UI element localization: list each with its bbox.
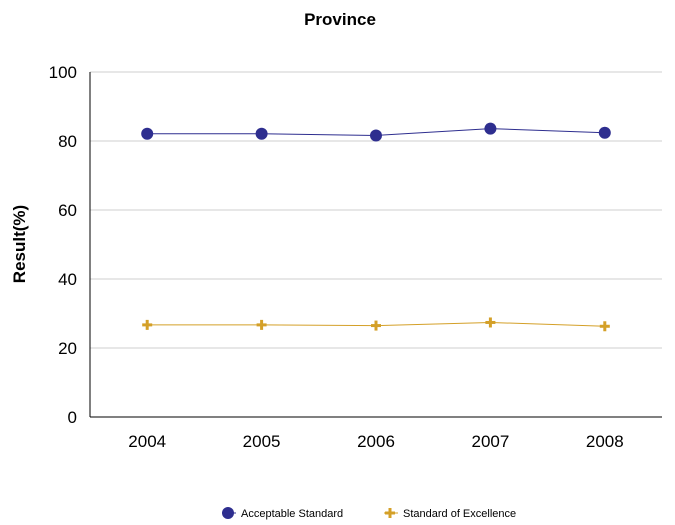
data-point [370, 129, 382, 142]
x-tick-label: 2004 [128, 432, 166, 451]
legend-marker [385, 508, 395, 518]
series-layer [141, 122, 611, 332]
series-0 [141, 122, 611, 142]
legend: Acceptable Standard Standard of Excellenc… [222, 507, 516, 520]
legend-label: Acceptable Standard [241, 508, 343, 520]
x-tick-label: 2006 [357, 432, 395, 451]
y-tick-label: 60 [58, 201, 77, 220]
data-point [142, 319, 153, 330]
series-1 [142, 317, 610, 332]
data-point [484, 122, 497, 135]
legend-item: Acceptable Standard [222, 507, 343, 520]
y-tick-label: 100 [49, 63, 77, 82]
data-point [598, 126, 611, 139]
x-tick-label: 2008 [586, 432, 624, 451]
y-tick-label: 80 [58, 132, 77, 151]
x-tick-labels: 2004 2005 2006 2007 2008 [128, 432, 623, 451]
data-point [599, 321, 610, 332]
chart-title: Province [304, 10, 376, 29]
y-axis-label: Result(%) [10, 205, 29, 283]
legend-label: Standard of Excellence [403, 508, 516, 520]
y-tick-label: 0 [68, 408, 77, 427]
legend-marker [222, 507, 234, 519]
data-point [256, 319, 267, 330]
data-point [141, 127, 154, 140]
legend-item: Standard of Excellence [384, 508, 516, 520]
y-tick-labels: 0 20 40 60 80 100 [49, 63, 77, 427]
x-tick-label: 2007 [471, 432, 509, 451]
data-point [485, 317, 496, 328]
axes [89, 72, 662, 418]
x-tick-label: 2005 [243, 432, 281, 451]
y-tick-label: 20 [58, 339, 77, 358]
data-point [255, 127, 268, 140]
data-point [371, 320, 381, 331]
y-tick-label: 40 [58, 270, 77, 289]
gridlines [90, 71, 662, 349]
